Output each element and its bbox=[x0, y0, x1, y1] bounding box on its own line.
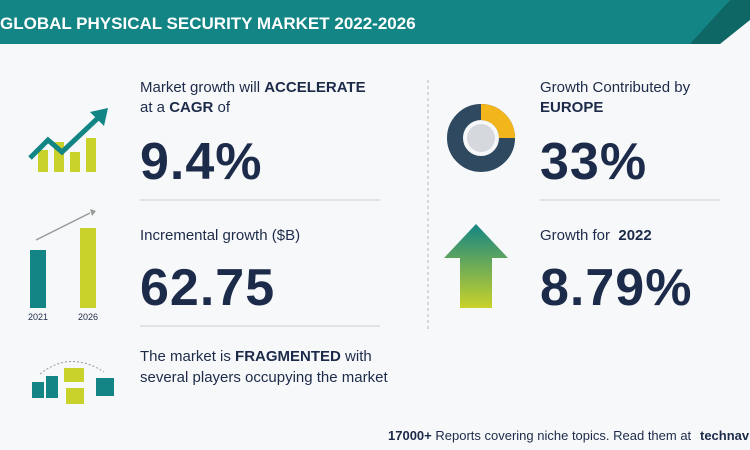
text: The market is bbox=[140, 348, 231, 365]
big-number: 33% bbox=[540, 133, 648, 191]
arrow-icon bbox=[444, 224, 508, 308]
footer-count: 17000+ bbox=[388, 428, 432, 443]
text: with several players occupying the marke… bbox=[140, 348, 388, 386]
text: at a CAGR of bbox=[140, 98, 230, 118]
text: Incremental growth ($B) bbox=[140, 227, 301, 244]
emphasis: FRAGMENTED bbox=[235, 348, 341, 365]
text: Market growth will bbox=[140, 79, 261, 96]
big-number: 62.75 bbox=[140, 259, 276, 317]
emphasis: CAGR bbox=[169, 99, 214, 116]
brand: technavio bbox=[700, 428, 750, 443]
text: Growth for 2022 bbox=[540, 226, 652, 246]
emphasis: 2022 bbox=[618, 227, 652, 244]
emphasis: ACCELERATE bbox=[264, 79, 366, 96]
year-label: 2026 bbox=[78, 312, 99, 322]
text: The market is FRAGMENTED with several pl… bbox=[140, 346, 410, 388]
text: Market growth will ACCELERATE bbox=[140, 78, 366, 98]
text: Growth Contributed by bbox=[540, 79, 691, 96]
year-label: 2021 bbox=[28, 312, 49, 322]
donut-icon bbox=[447, 104, 515, 172]
footer: 17000+ Reports covering niche topics. Re… bbox=[388, 428, 691, 443]
big-number: 8.79% bbox=[540, 259, 693, 317]
big-number: 9.4% bbox=[140, 133, 263, 191]
emphasis: EUROPE bbox=[540, 99, 604, 116]
text: at a bbox=[140, 99, 166, 116]
buildings-icon bbox=[32, 361, 114, 404]
growth-icon bbox=[28, 108, 108, 172]
text: of bbox=[217, 99, 231, 116]
text: Growth for bbox=[540, 227, 611, 244]
footer-text: Reports covering niche topics. Read them… bbox=[435, 428, 692, 443]
banner-accent bbox=[690, 0, 750, 44]
title: GLOBAL PHYSICAL SECURITY MARKET 2022-202… bbox=[0, 14, 416, 33]
title-banner bbox=[0, 0, 730, 44]
bar-icon bbox=[30, 209, 96, 308]
